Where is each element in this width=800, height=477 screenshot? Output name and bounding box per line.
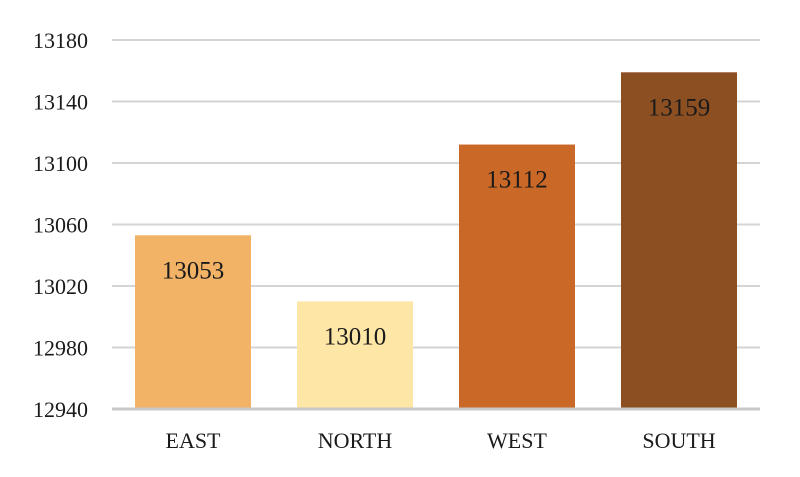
- data-label: 13010: [324, 323, 387, 350]
- category-labels: EAST NORTH WEST SOUTH: [166, 428, 716, 453]
- category-label: NORTH: [318, 428, 393, 453]
- data-label: 13053: [162, 257, 225, 284]
- y-tick-label: 13060: [33, 213, 88, 238]
- data-label: 13112: [486, 167, 548, 194]
- data-label: 13159: [648, 94, 711, 121]
- category-label: WEST: [487, 428, 547, 453]
- bar-north: [297, 301, 413, 409]
- y-tick-label: 13180: [33, 28, 88, 53]
- data-labels: 13053 13010 13112 13159: [162, 94, 711, 350]
- y-axis-tick-labels: 12940 12980 13020 13060 13100 13140 13180: [33, 28, 88, 422]
- bars: [135, 72, 737, 410]
- y-tick-label: 12940: [33, 397, 88, 422]
- y-tick-label: 13100: [33, 151, 88, 176]
- bar-east: [135, 235, 251, 409]
- bar-west: [459, 144, 575, 410]
- category-label: EAST: [166, 428, 222, 453]
- bar-south: [621, 72, 737, 409]
- y-tick-label: 13020: [33, 274, 88, 299]
- y-tick-label: 12980: [33, 336, 88, 361]
- y-tick-label: 13140: [33, 90, 88, 115]
- category-label: SOUTH: [642, 428, 715, 453]
